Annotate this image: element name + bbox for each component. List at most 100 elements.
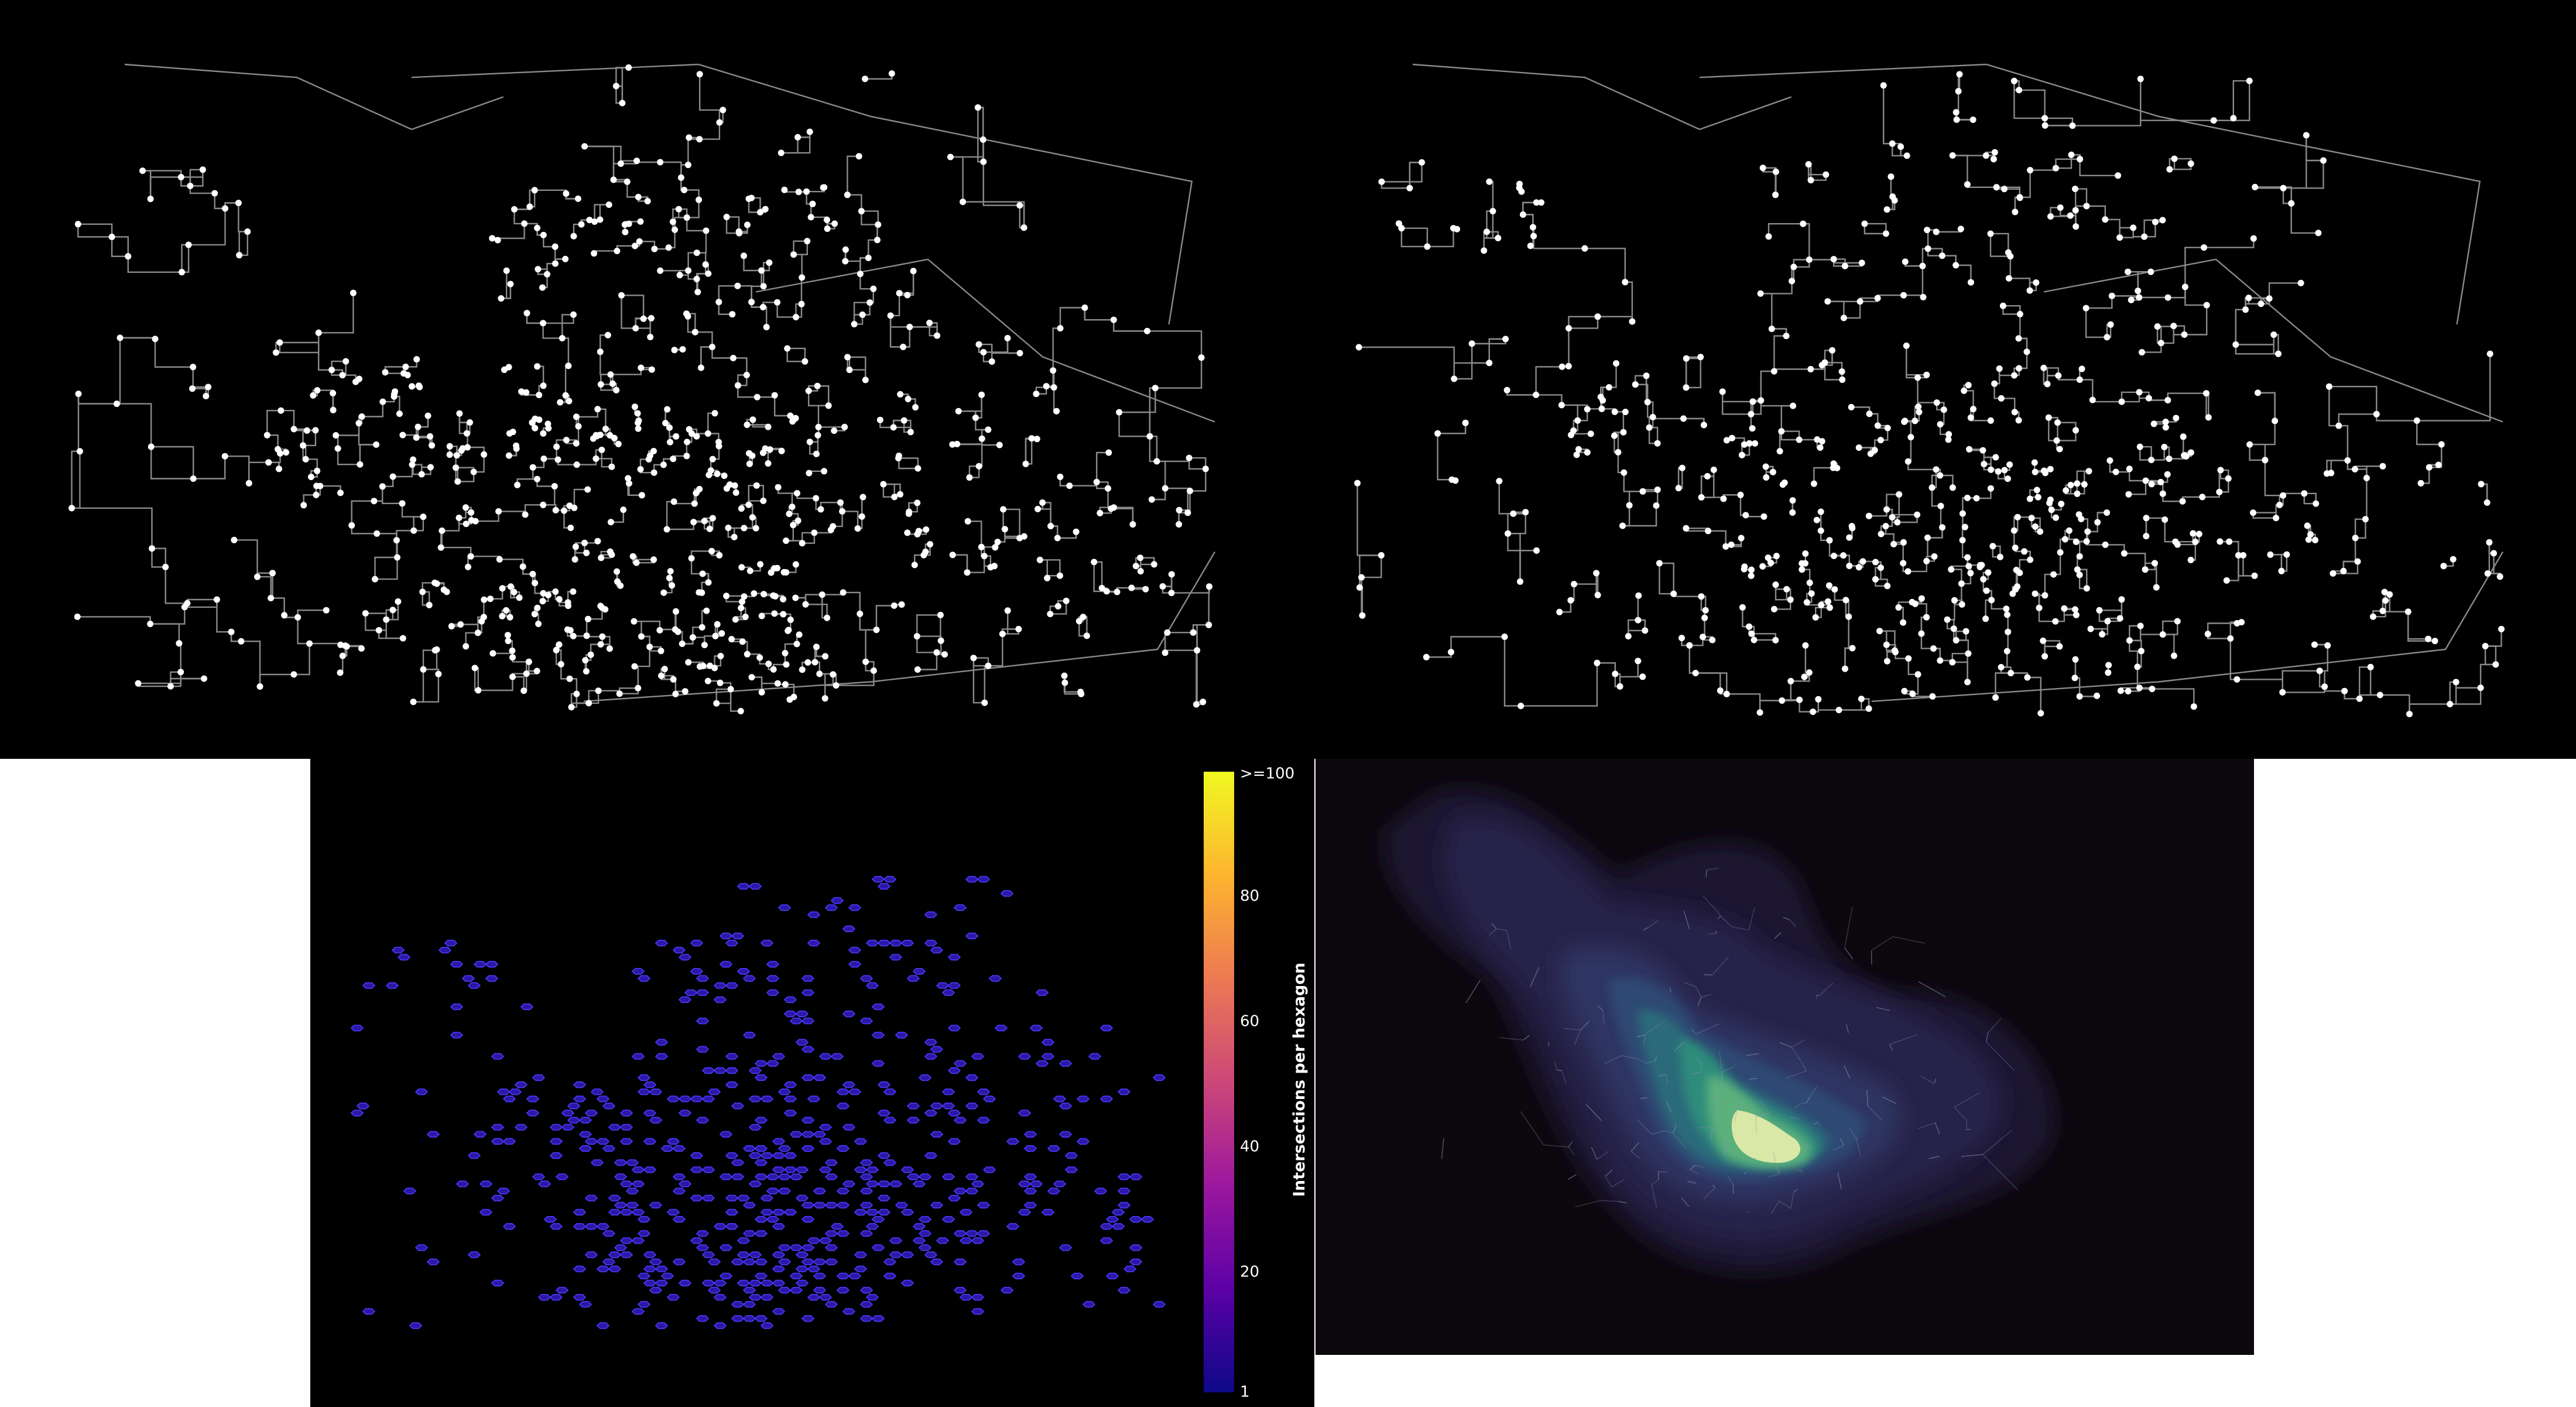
intersection-node: [1486, 178, 1493, 185]
street-segment: [562, 337, 570, 366]
intersection-node: [2159, 631, 2166, 638]
intersection-node: [2258, 300, 2265, 307]
hexbin-cell: [930, 1201, 944, 1209]
street-segment: [2365, 478, 2368, 520]
intersection-node: [904, 529, 911, 536]
intersection-node: [221, 453, 228, 460]
street-segment: [1359, 346, 1455, 379]
street-segment: [2129, 639, 2142, 651]
street-segment: [71, 507, 153, 549]
street-segment: [865, 73, 893, 80]
hexbin-cell: [801, 1145, 815, 1152]
street-segment: [2086, 296, 2113, 309]
intersection-node: [2083, 203, 2090, 210]
street-segment: [916, 614, 941, 636]
intersection-node: [607, 519, 614, 526]
intersection-node: [1933, 466, 1940, 473]
intersection-node: [1448, 649, 1454, 656]
street-segment: [2112, 290, 2139, 297]
street-segment: [865, 629, 876, 662]
kde-street-segment: [1597, 1151, 1609, 1160]
kde-street-segment: [1496, 928, 1507, 931]
street-segment: [498, 511, 526, 515]
intersection-node: [646, 643, 653, 651]
kde-street-segment: [1961, 1154, 1983, 1157]
intersection-node: [463, 643, 470, 650]
street-segment: [111, 237, 128, 257]
kde-street-segment: [1695, 987, 1702, 998]
intersection-node: [468, 517, 475, 523]
intersection-node: [988, 358, 995, 365]
intersection-node: [1653, 502, 1660, 509]
kde-street-segment: [1567, 1174, 1577, 1180]
intersection-node: [1616, 683, 1623, 690]
intersection-node: [1097, 509, 1104, 516]
street-segment: [1165, 487, 1191, 491]
hexbin-cell: [801, 1201, 815, 1209]
street-segment: [71, 450, 80, 508]
intersection-node: [113, 400, 120, 408]
intersection-node: [494, 237, 501, 244]
intersection-node: [679, 346, 686, 353]
hexbin-cell: [649, 1286, 663, 1294]
street-segment: [2226, 555, 2239, 581]
hexbin-cell: [655, 1279, 669, 1287]
intersection-node: [1961, 387, 1968, 394]
intersection-node: [1909, 690, 1916, 697]
street-segment: [1409, 162, 1422, 189]
hexbin-cell: [953, 904, 967, 911]
street-segment: [2140, 446, 2152, 460]
intersection-node: [1702, 607, 1709, 614]
kde-street-segment: [1520, 1111, 1544, 1145]
intersection-node: [2273, 515, 2280, 522]
rural-road: [1699, 63, 2481, 325]
hexbin-cell: [1023, 1173, 1037, 1180]
kde-street-segment: [1683, 910, 1690, 929]
intersection-node: [373, 441, 380, 448]
kde-street-segment: [1666, 1101, 1672, 1112]
intersection-node: [981, 699, 988, 706]
intersection-node: [1016, 535, 1023, 542]
hexbin-cell: [871, 1315, 885, 1322]
intersection-node: [1903, 152, 1910, 159]
intersection-node: [662, 420, 669, 427]
rural-road: [411, 63, 1193, 325]
intersection-node: [815, 423, 822, 430]
hexbin-cell: [748, 1096, 762, 1103]
street-segment: [978, 107, 984, 140]
street-segment: [600, 351, 611, 375]
intersection-node: [573, 413, 580, 420]
hexbin-cell: [596, 1322, 610, 1329]
street-segment: [1401, 227, 1429, 247]
kde-street-segment: [1711, 1094, 1724, 1104]
intersection-node: [1632, 381, 1639, 388]
hexbin-cell: [742, 1032, 756, 1039]
intersection-node: [540, 320, 547, 327]
intersection-node: [540, 382, 547, 389]
intersection-node: [1959, 510, 1966, 517]
intersection-node: [2106, 457, 2113, 464]
kde-street-segment: [1844, 1065, 1851, 1079]
street-segment: [1508, 512, 1526, 535]
hexbin-cell: [824, 1159, 838, 1166]
intersection-node: [254, 573, 261, 580]
intersection-node: [723, 214, 730, 221]
intersection-node: [2136, 684, 2143, 691]
kde-street-segment: [1867, 1105, 1883, 1121]
street-segment: [634, 665, 639, 689]
intersection-node: [2173, 415, 2180, 422]
kde-street-segment: [1986, 1042, 2015, 1071]
kde-street-segment: [1791, 1047, 1800, 1059]
hexbin-cell: [900, 1251, 914, 1258]
kde-street-segment: [1651, 1130, 1664, 1135]
hexbin-cell: [748, 1124, 762, 1131]
hexbin-cell: [415, 1088, 429, 1096]
intersection-node: [1807, 366, 1814, 372]
hexbin-cell: [403, 1187, 417, 1194]
street-segment: [2129, 625, 2141, 641]
street-segment: [2056, 155, 2073, 169]
hexbin-cell: [672, 1258, 686, 1265]
intersection-node: [774, 680, 781, 687]
hexbin-cell: [731, 1315, 745, 1322]
hexbin-cell: [947, 982, 961, 989]
